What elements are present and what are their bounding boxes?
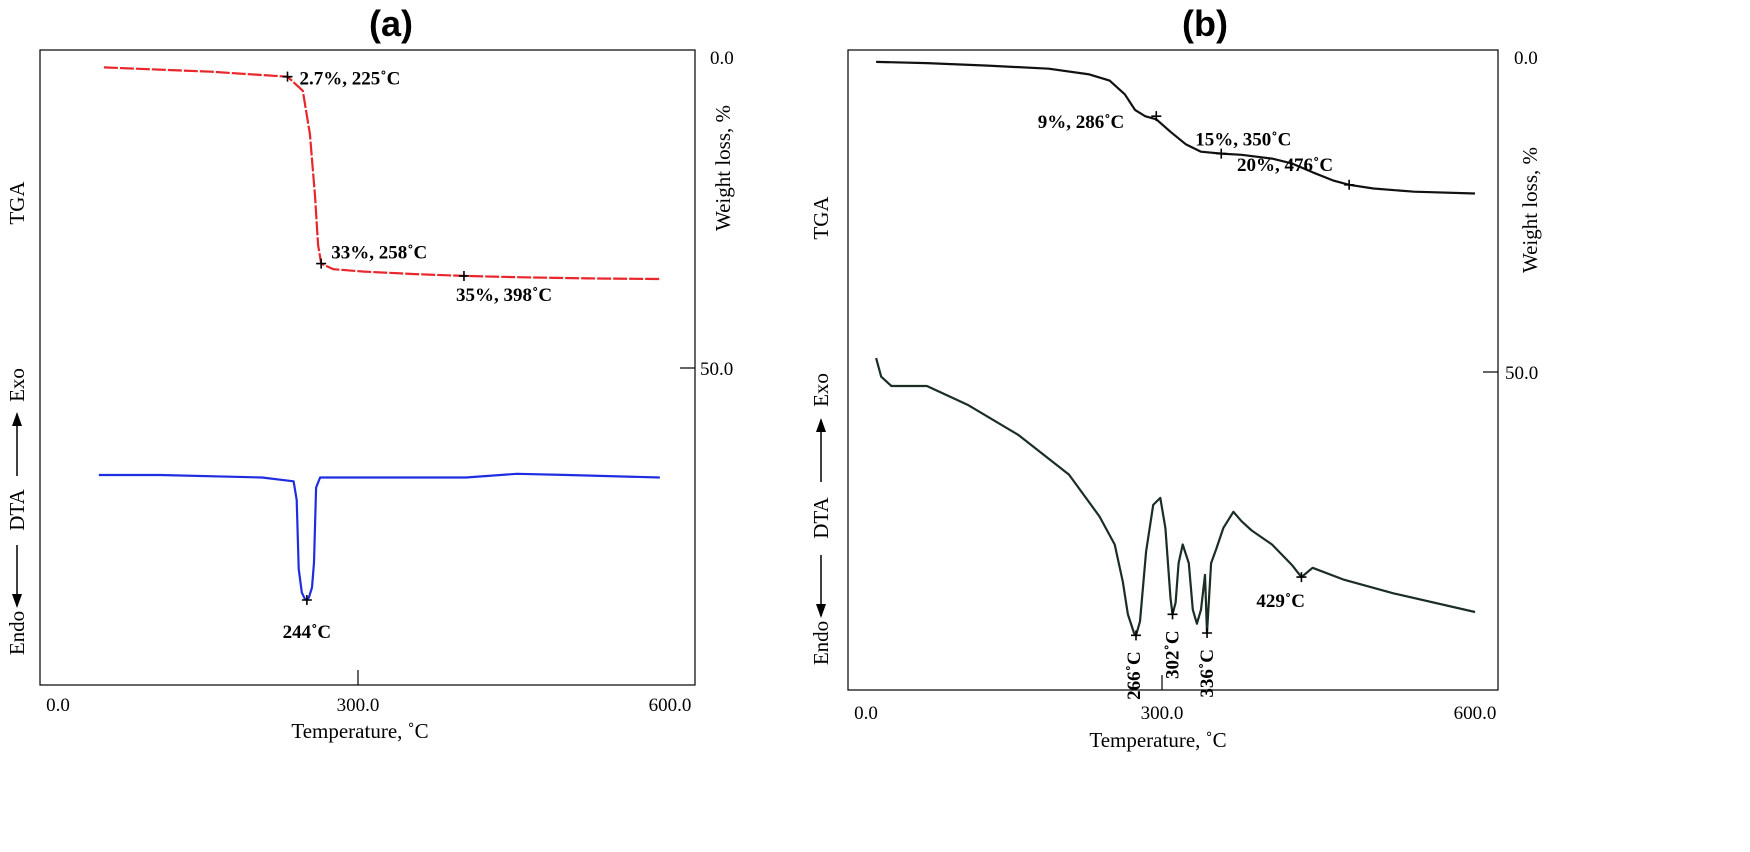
panel-a-label: (a) [369,3,413,44]
panel-b-x-tick-1: 300.0 [1141,703,1184,724]
panel-b-annotation-marker-5 [1202,628,1213,638]
panel-a-annotation-label-2: 35%, 398˚C [456,285,552,306]
panel-b-annotation-marker-1 [1216,148,1227,159]
panel-a-endo-arrowhead-icon [12,594,22,608]
panel-a-frame [39,49,696,686]
panel-a-exo-label: Exo [5,368,29,402]
panel-a-endo-label: Endo [5,611,29,655]
panel-a-x-axis-label: Temperature, ˚C [291,719,428,743]
panel-a-x-tick-0: 0.0 [46,695,70,716]
panel-b-dta-curve [875,357,1476,637]
panel-a-annotation-marker-3 [301,595,312,605]
panel-b-annotation-label-3: 266˚C [1124,651,1145,700]
panel-a-x-tick-1: 300.0 [337,695,380,716]
panel-a-annotation-marker-1 [316,258,327,269]
panel-b-x-axis-label: Temperature, ˚C [1089,728,1226,752]
panel-b-curves [875,60,1476,637]
panel-a-annotation-label-3: 244˚C [283,622,332,643]
panel-b-exo-label: Exo [809,373,833,407]
panel-b-y-tick-0: 0.0 [1514,48,1538,69]
panel-b-tga-curve [876,60,1476,195]
panel-b-endo-label: Endo [809,621,833,665]
panel-b-annotation-marker-0 [1151,111,1162,122]
panel-b-x-tick-0: 0.0 [854,703,878,724]
panel-b-x-tick-2: 600.0 [1454,703,1497,724]
panel-b-endo-arrowhead-icon [816,604,826,618]
panel-b-exo-arrowhead-icon [816,418,826,432]
panel-b-annotation-label-1: 15%, 350˚C [1195,130,1291,151]
panel-a-dta-curve [98,472,660,602]
panel-b-tga-label: TGA [809,196,833,240]
panel-b-annotation-marker-4 [1167,609,1178,620]
panel-b: (b) 0.0 300.0 600.0 Temperature, ˚C 0.0 … [809,3,1542,752]
panel-a-x-tick-2: 600.0 [649,695,692,716]
panel-a-y-tick-50: 50.0 [700,359,733,380]
panel-b-dta-label-group: Endo DTA Exo [809,373,833,665]
panel-b-y-tick-50: 50.0 [1505,363,1538,384]
panel-a-y-axis-label: Weight loss, % [711,105,735,231]
panel-b-annotation-label-5: 336˚C [1197,649,1218,698]
panel-a-annotation-label-1: 33%, 258˚C [331,243,427,264]
panel-a-annotations: 2.7%, 225˚C 33%, 258˚C 35%, 398˚C 244˚C [282,69,552,643]
panel-b-y-axis-label: Weight loss, % [1518,147,1542,273]
panel-a-y-tick-0: 0.0 [710,48,734,69]
panel-b-label: (b) [1182,3,1228,44]
panel-b-annotation-label-0: 9%, 286˚C [1038,112,1125,133]
panel-b-annotation-marker-3 [1130,630,1141,641]
panel-a: (a) 0.0 300.0 600.0 Temperature, ˚C 0.0 … [5,3,735,743]
panel-b-frame [847,49,1499,691]
panel-b-annotation-marker-6 [1296,572,1307,583]
panel-b-dta-label: DTA [809,496,833,538]
panel-a-exo-arrowhead-icon [12,412,22,426]
panel-b-annotation-label-6: 429˚C [1256,591,1305,612]
panel-a-curves [98,66,660,602]
panel-b-annotation-label-2: 20%, 476˚C [1237,155,1333,176]
panel-a-annotation-marker-0 [282,71,293,82]
panel-a-annotation-marker-2 [458,270,469,281]
panel-a-dta-label-group: Endo DTA Exo [5,368,29,655]
panel-a-tga-label: TGA [5,181,29,225]
panel-b-annotations: 9%, 286˚C 15%, 350˚C 20%, 476˚C 266˚C 302˚C 3… [1038,111,1355,700]
panel-b-annotation-label-4: 302˚C [1163,630,1184,679]
panel-a-dta-label: DTA [5,488,29,530]
panel-a-annotation-label-0: 2.7%, 225˚C [300,69,401,90]
panel-b-annotation-marker-2 [1344,179,1355,190]
